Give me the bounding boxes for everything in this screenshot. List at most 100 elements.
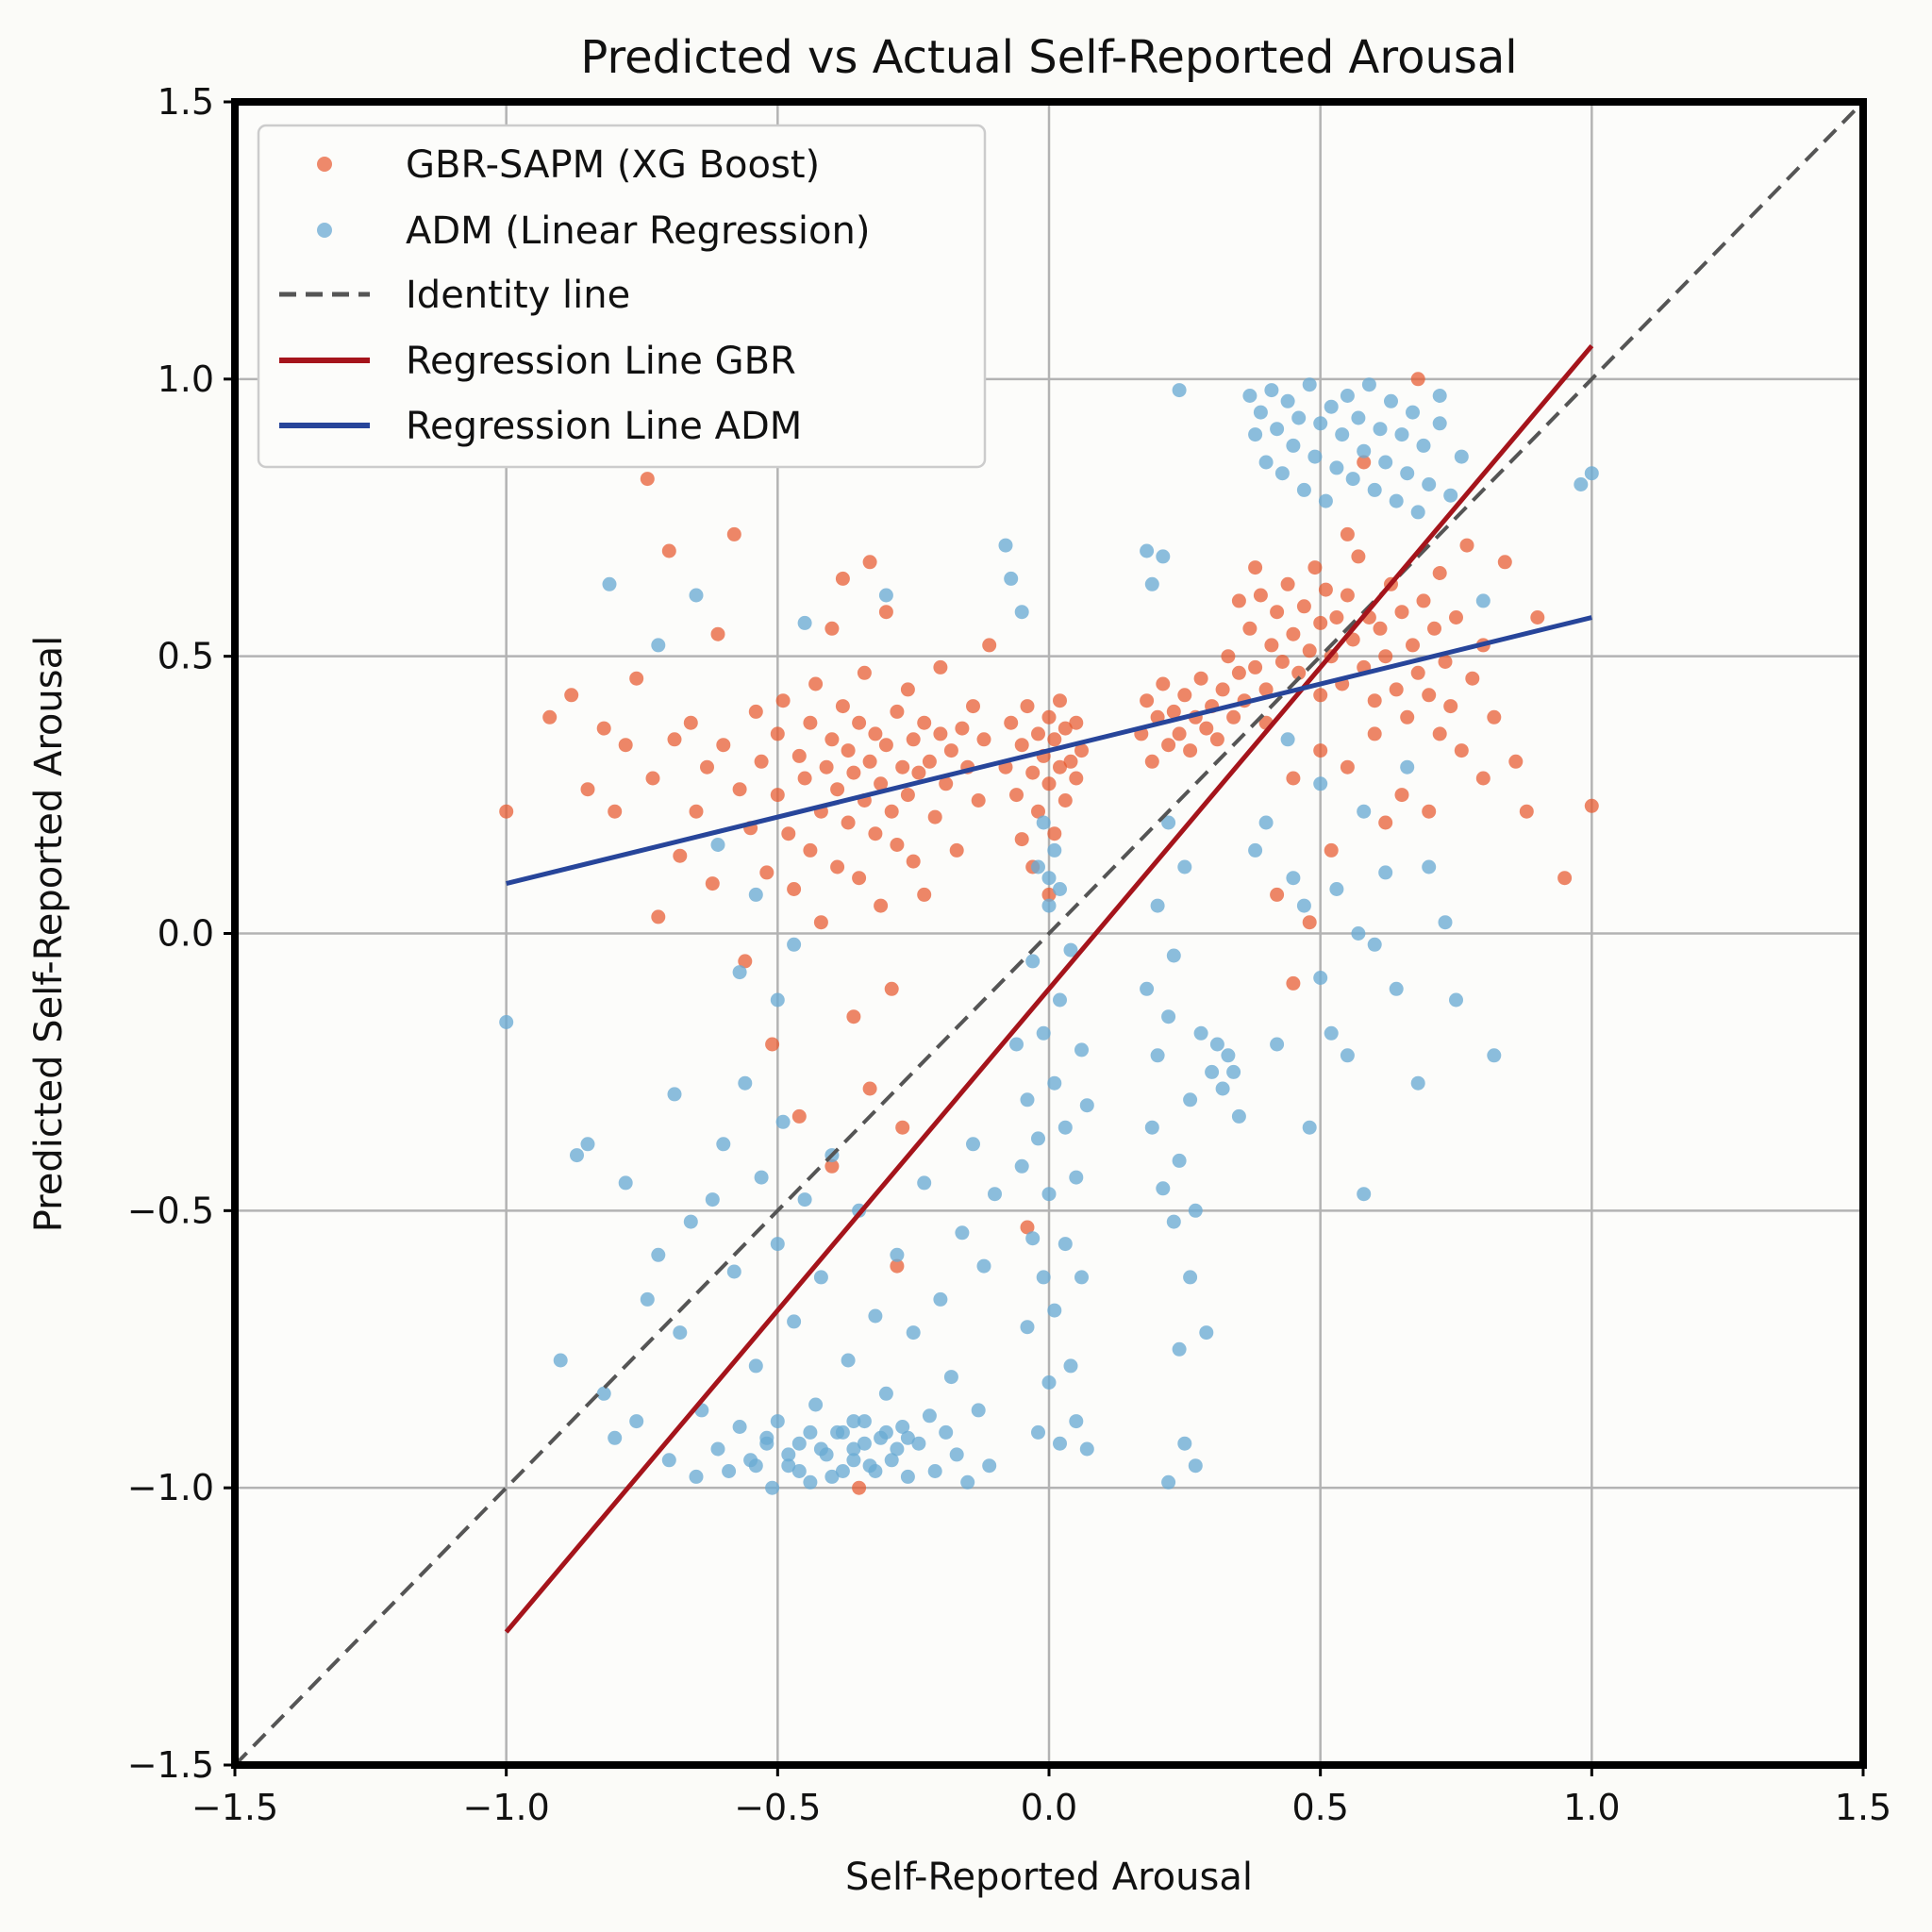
- adm-point: [1183, 1270, 1198, 1285]
- gbr-point: [683, 715, 698, 730]
- x-axis-label: Self-Reported Arousal: [845, 1856, 1253, 1899]
- adm-point: [1351, 926, 1366, 941]
- adm-point: [1454, 449, 1469, 464]
- gbr-point: [770, 726, 785, 741]
- gbr-point: [955, 721, 970, 736]
- gbr-point: [748, 704, 763, 719]
- adm-point: [553, 1353, 568, 1368]
- gbr-point: [1009, 788, 1024, 803]
- legend-label-adm: ADM (Linear Regression): [406, 209, 870, 253]
- gbr-point: [900, 788, 915, 803]
- adm-point: [1313, 971, 1328, 985]
- gbr-point: [1069, 715, 1084, 730]
- gbr-point: [939, 776, 954, 791]
- adm-point: [939, 1424, 954, 1440]
- gbr-point: [1270, 605, 1285, 620]
- adm-point: [710, 838, 725, 852]
- adm-point: [1079, 1441, 1094, 1457]
- gbr-point: [1215, 682, 1230, 697]
- adm-point: [1324, 1025, 1339, 1041]
- x-tick-label: −0.5: [734, 1787, 821, 1828]
- adm-point: [976, 1258, 991, 1274]
- gbr-point: [1047, 732, 1062, 747]
- gbr-point: [765, 1037, 780, 1052]
- adm-point: [895, 1420, 910, 1434]
- gbr-point: [890, 704, 905, 719]
- adm-point: [732, 1420, 747, 1434]
- gbr-point: [1427, 621, 1441, 636]
- adm-point: [683, 1214, 698, 1229]
- gbr-point: [1004, 715, 1019, 730]
- adm-point: [890, 1441, 905, 1457]
- adm-point: [1150, 1048, 1165, 1063]
- gbr-point: [1041, 887, 1057, 902]
- adm-point: [1199, 1325, 1214, 1341]
- gbr-point: [852, 1480, 867, 1495]
- gbr-point: [900, 682, 915, 697]
- gbr-point: [1497, 555, 1512, 570]
- gbr-point: [1291, 665, 1307, 680]
- adm-point: [1166, 1214, 1181, 1229]
- adm-point: [1161, 1009, 1176, 1024]
- adm-point: [1031, 1424, 1045, 1440]
- adm-point: [1069, 1170, 1084, 1185]
- adm-point: [1286, 871, 1301, 886]
- gbr-point: [933, 659, 948, 675]
- gbr-point: [1357, 455, 1372, 470]
- adm-point: [960, 1474, 975, 1490]
- gbr-point: [1410, 372, 1425, 387]
- gbr-point: [1313, 743, 1328, 758]
- gbr-point: [852, 715, 867, 730]
- gbr-point: [943, 743, 958, 758]
- adm-point: [1036, 1270, 1051, 1285]
- gbr-point: [1248, 659, 1263, 675]
- adm-point: [1438, 915, 1453, 930]
- regression-line-adm: [506, 615, 1592, 887]
- adm-point: [722, 1464, 737, 1478]
- gbr-point: [1074, 743, 1089, 758]
- gbr-point: [1432, 566, 1447, 580]
- gbr-point: [1340, 759, 1355, 774]
- adm-point: [1443, 488, 1458, 503]
- gbr-point: [862, 555, 877, 570]
- gbr-point: [830, 859, 845, 874]
- gbr-point: [1351, 549, 1366, 564]
- adm-point: [1302, 1120, 1317, 1135]
- adm-point: [781, 1458, 796, 1474]
- adm-point: [841, 1353, 856, 1368]
- gbr-point: [1172, 726, 1187, 741]
- gbr-point: [1340, 588, 1355, 603]
- adm-point: [1432, 389, 1447, 403]
- gbr-point: [1296, 599, 1311, 614]
- adm-point: [1264, 383, 1279, 398]
- adm-point: [1231, 1108, 1246, 1124]
- gbr-point: [1557, 871, 1573, 886]
- adm-point: [808, 1397, 824, 1412]
- adm-point: [900, 1430, 915, 1445]
- gbr-point: [862, 754, 877, 769]
- line-series: [233, 100, 1865, 1767]
- gbr-point: [1459, 538, 1474, 553]
- gbr-point: [564, 688, 579, 703]
- x-tick-label: 0.0: [1021, 1787, 1077, 1828]
- gbr-point: [781, 826, 796, 841]
- gbr-point: [1307, 560, 1323, 575]
- adm-point: [1172, 1153, 1187, 1168]
- gbr-point: [1253, 588, 1268, 603]
- gbr-point: [1156, 676, 1171, 691]
- adm-point: [1410, 1075, 1425, 1091]
- adm-point: [1329, 460, 1344, 475]
- adm-point: [1215, 1081, 1230, 1096]
- adm-point: [1432, 416, 1447, 431]
- gbr-point: [700, 759, 714, 774]
- adm-point: [716, 1137, 731, 1152]
- gbr-point: [770, 788, 785, 803]
- gbr-point: [667, 732, 682, 747]
- adm-point: [1378, 455, 1393, 470]
- y-tick-label: −0.5: [127, 1190, 214, 1231]
- gbr-point: [716, 738, 731, 753]
- gbr-point: [1280, 576, 1295, 591]
- adm-point: [955, 1225, 970, 1241]
- gbr-point: [1302, 915, 1317, 930]
- adm-point: [966, 1137, 980, 1152]
